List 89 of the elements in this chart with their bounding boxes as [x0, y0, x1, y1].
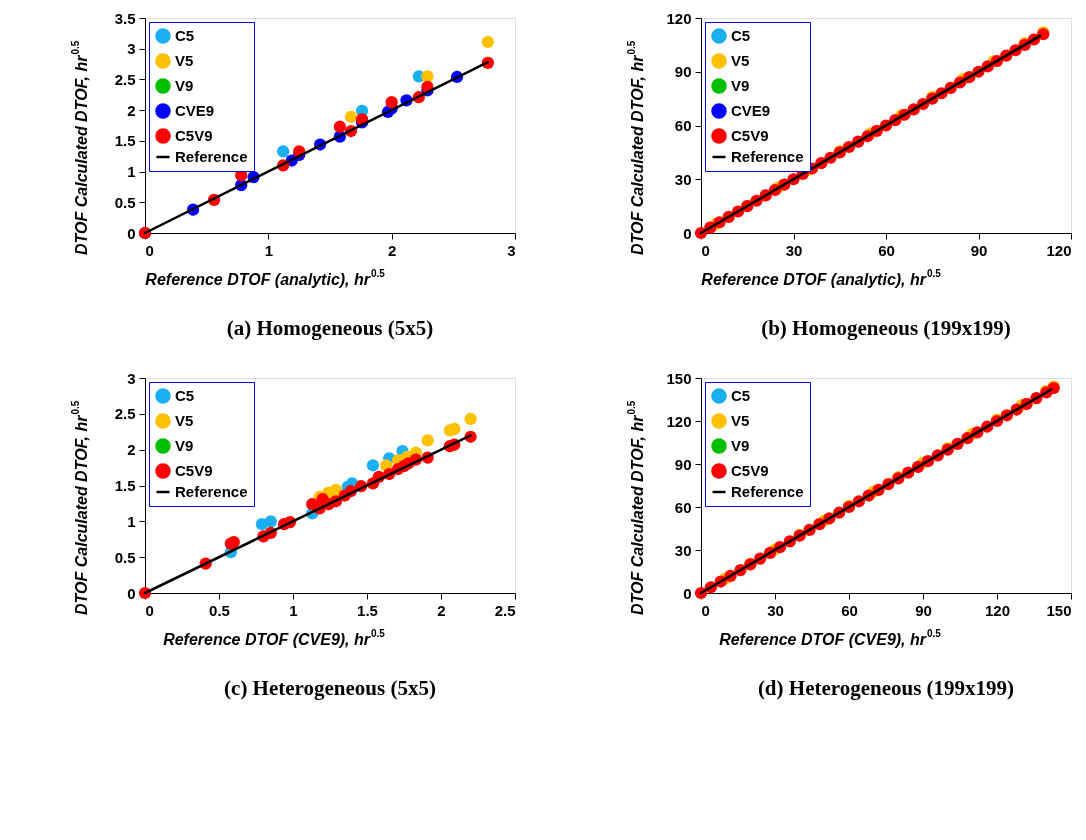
point: [333, 120, 346, 133]
point: [264, 515, 277, 528]
legend-label: C5: [731, 27, 751, 44]
y-axis-title: DTOF Calculated DTOF, hr0.5: [626, 400, 646, 615]
x-tick-label: 1.5: [357, 601, 378, 619]
legend-label: C5V9: [175, 462, 213, 479]
x-tick-label: 120: [1046, 241, 1072, 259]
x-tick-label: 0: [145, 601, 154, 619]
y-tick-label: 60: [674, 498, 692, 516]
y-tick-label: 150: [666, 369, 692, 387]
legend-label: V9: [175, 437, 194, 454]
y-tick-label: 2: [127, 441, 136, 459]
legend-label: Reference: [175, 483, 248, 500]
legend-label: V9: [731, 437, 750, 454]
point: [464, 412, 477, 425]
x-tick-label: 2.5: [494, 601, 516, 619]
legend-label: C5V9: [175, 127, 213, 144]
legend-label: V9: [731, 77, 750, 94]
y-tick-label: 1.5: [114, 132, 136, 150]
legend-label: C5V9: [731, 462, 769, 479]
y-tick-label: 0: [683, 224, 692, 242]
y-tick-label: 2.5: [114, 405, 136, 423]
x-tick-label: 30: [767, 601, 784, 619]
point: [277, 145, 290, 158]
x-tick-label: 0: [145, 241, 154, 259]
y-tick-label: 0: [683, 584, 692, 602]
point: [344, 110, 358, 124]
x-tick-label: 90: [970, 241, 988, 259]
y-tick-label: 60: [674, 117, 692, 134]
x-tick-label: 60: [841, 601, 858, 619]
point: [421, 434, 434, 447]
y-tick-label: 0.5: [114, 548, 136, 566]
y-tick-label: 3.5: [114, 9, 136, 27]
y-tick-label: 3: [127, 40, 136, 58]
legend-label: Reference: [731, 148, 804, 165]
y-tick-label: 0: [127, 224, 136, 242]
text: (c) Heterogeneous (5x5): [224, 676, 436, 700]
x-tick-label: 90: [915, 601, 932, 619]
legend-label: Reference: [175, 148, 248, 165]
y-tick-label: 0: [127, 584, 136, 602]
y-tick-label: 1: [127, 163, 136, 181]
y-tick-label: 30: [674, 170, 692, 188]
y-axis-title: DTOF Calculated DTOF, hr0.5: [70, 400, 90, 615]
legend-label: V5: [175, 412, 194, 429]
legend-label: C5: [175, 27, 195, 44]
text: (a) Homogeneous (5x5): [226, 316, 434, 340]
x-tick-label: 1: [289, 601, 298, 619]
y-tick-label: 120: [666, 412, 692, 430]
legend-label: C5: [175, 387, 195, 404]
x-tick-label: 120: [984, 601, 1011, 619]
point: [329, 483, 343, 496]
y-tick-label: 1.5: [114, 477, 136, 494]
y-tick-label: 2.5: [114, 70, 136, 88]
y-tick-label: 90: [674, 455, 692, 473]
y-axis-title: DTOF Calculated DTOF, hr0.5: [626, 40, 646, 255]
point: [385, 96, 398, 109]
x-tick-label: 30: [785, 241, 803, 259]
point: [366, 459, 380, 472]
point: [421, 70, 434, 83]
y-tick-label: 0.5: [114, 193, 136, 211]
x-tick-label: 60: [878, 241, 895, 259]
y-tick-label: 90: [674, 63, 692, 81]
x-tick-label: 3: [507, 241, 516, 259]
legend-label: V5: [731, 412, 750, 429]
legend-label: CVE9: [175, 102, 215, 119]
y-tick-label: 120: [666, 9, 692, 27]
point: [481, 35, 494, 49]
legend-label: C5V9: [731, 127, 769, 144]
legend-label: C5: [731, 387, 751, 404]
x-tick-label: 0: [701, 241, 710, 259]
point: [448, 422, 461, 435]
x-tick-label: 2: [387, 241, 397, 259]
text: (d) Heterogeneous (199x199): [757, 676, 1015, 700]
y-tick-label: 30: [674, 541, 692, 559]
text: (b) Homogeneous (199x199): [761, 316, 1011, 340]
x-tick-label: 0: [701, 601, 710, 619]
legend-label: V5: [731, 52, 750, 69]
legend-label: CVE9: [731, 102, 771, 119]
legend-label: V5: [175, 52, 194, 69]
x-tick-label: 0.5: [209, 601, 230, 619]
y-tick-label: 3: [127, 369, 136, 387]
legend-label: Reference: [731, 483, 804, 500]
legend-label: V9: [175, 77, 194, 94]
y-axis-title: DTOF Calculated DTOF, hr0.5: [70, 40, 90, 255]
x-tick-label: 1: [264, 241, 274, 259]
y-tick-label: 1: [127, 512, 136, 530]
x-tick-label: 150: [1046, 601, 1072, 619]
x-tick-label: 2: [437, 601, 446, 619]
y-tick-label: 2: [127, 101, 136, 119]
